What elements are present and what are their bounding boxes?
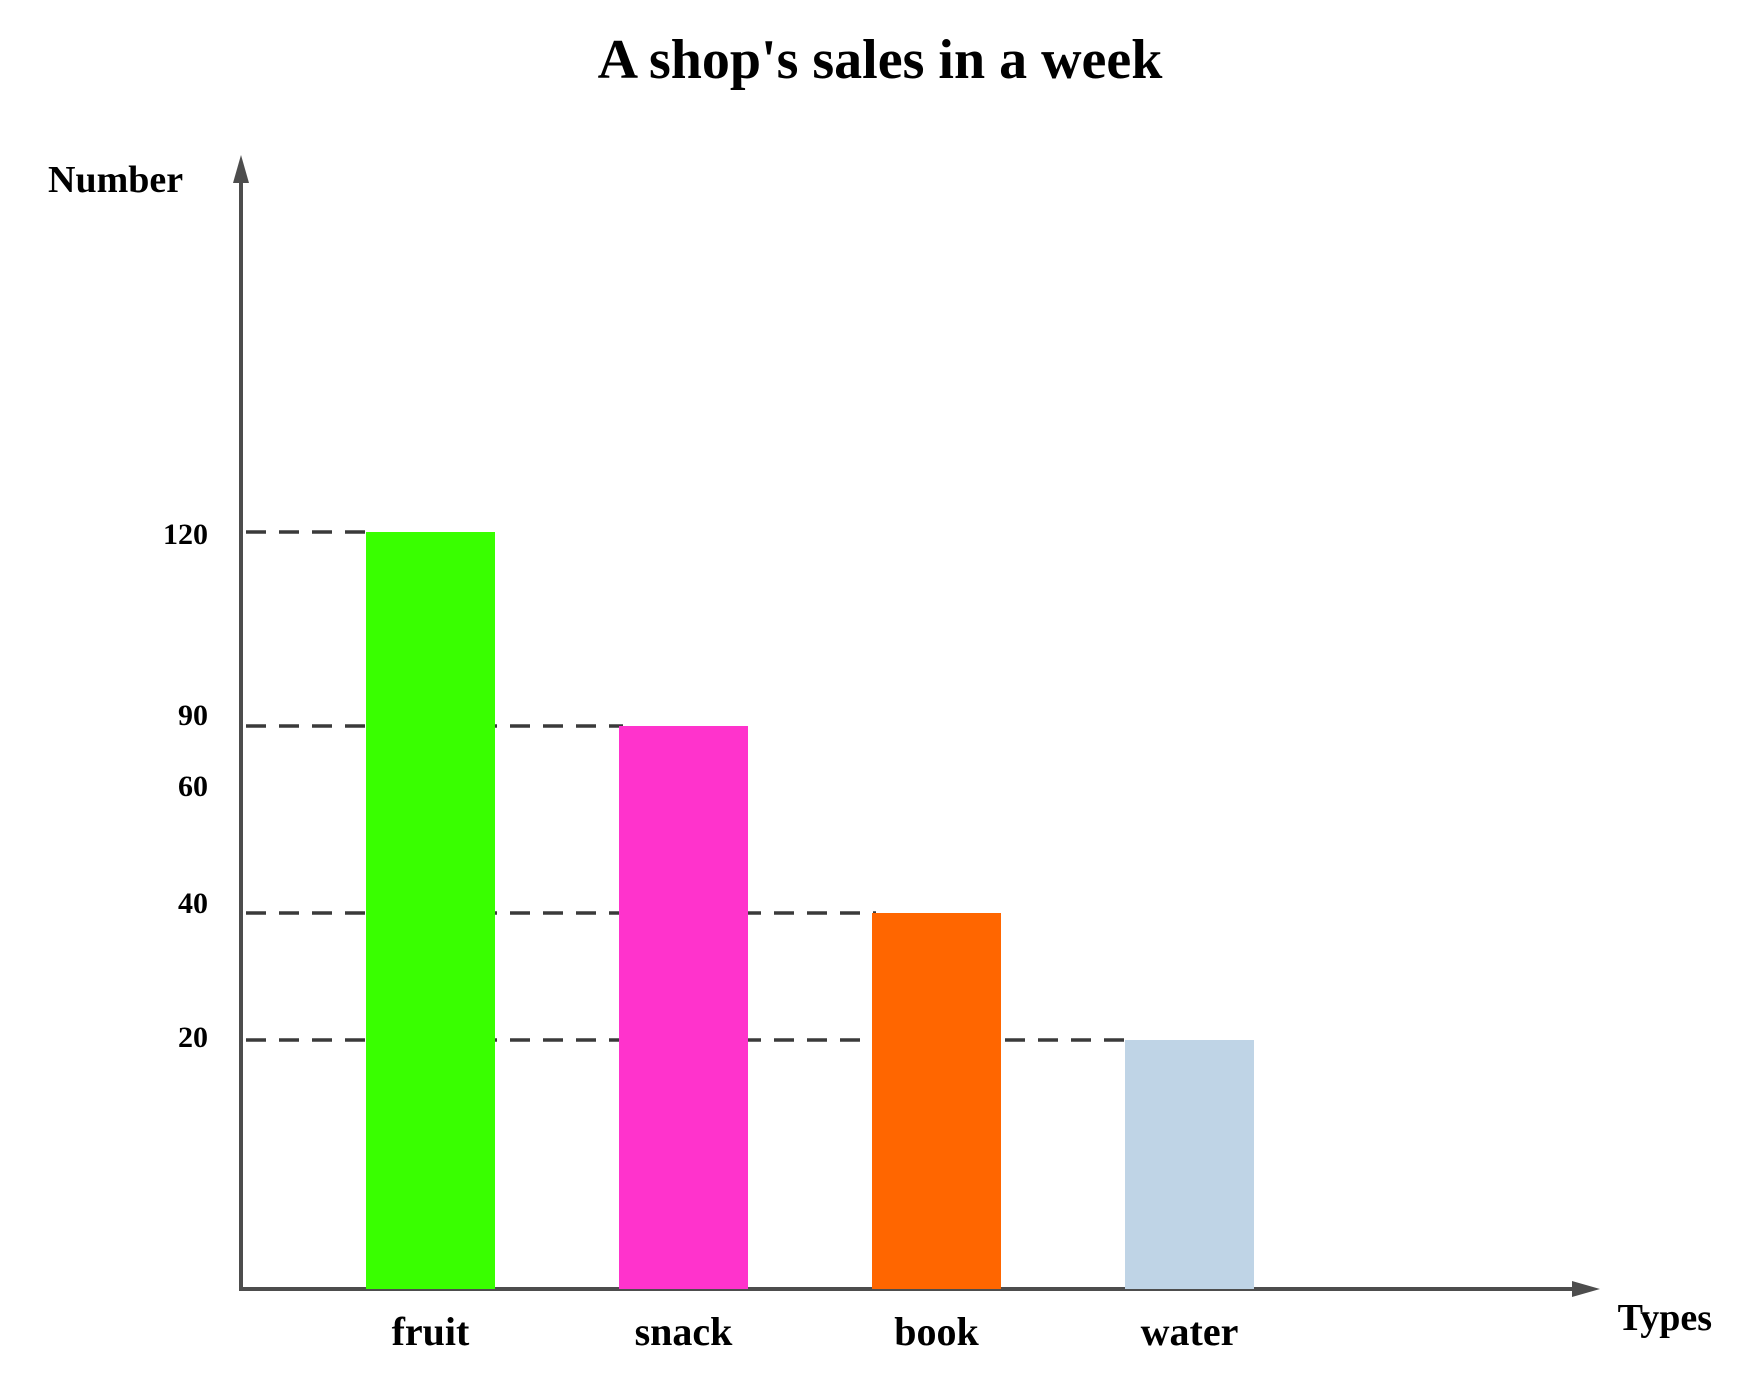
category-label-fruit: fruit bbox=[392, 1309, 470, 1354]
bar-snack bbox=[619, 726, 748, 1289]
x-axis-arrowhead bbox=[1572, 1281, 1600, 1297]
category-label-snack: snack bbox=[635, 1309, 734, 1354]
x-category-labels: fruit snack book water bbox=[392, 1309, 1239, 1354]
y-tick-label-60: 60 bbox=[178, 770, 208, 803]
bar-water bbox=[1125, 1040, 1254, 1289]
y-tick-label-40: 40 bbox=[178, 887, 208, 920]
y-tick-label-120: 120 bbox=[163, 518, 208, 551]
y-axis-label: Number bbox=[48, 159, 183, 201]
y-axis bbox=[233, 155, 249, 1289]
y-tick-labels: 120 90 60 40 20 bbox=[163, 518, 208, 1054]
y-tick-label-90: 90 bbox=[178, 699, 208, 732]
category-label-water: water bbox=[1141, 1309, 1239, 1354]
category-label-book: book bbox=[894, 1309, 979, 1354]
bar-fruit bbox=[366, 532, 495, 1289]
x-axis-label: Types bbox=[1618, 1297, 1712, 1339]
y-tick-label-20: 20 bbox=[178, 1021, 208, 1054]
chart-title: A shop's sales in a week bbox=[598, 29, 1164, 91]
bars bbox=[366, 532, 1254, 1289]
bar-book bbox=[872, 913, 1001, 1289]
y-axis-arrowhead bbox=[233, 155, 249, 183]
